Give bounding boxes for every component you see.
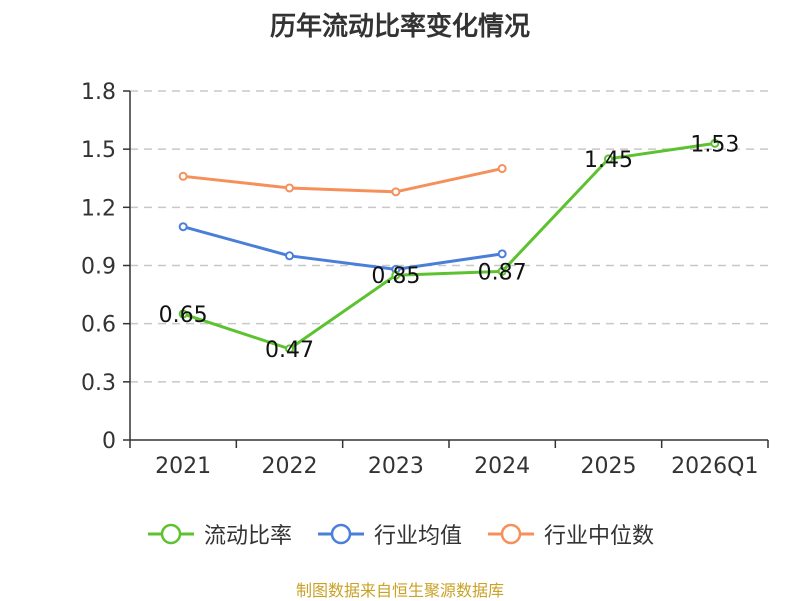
- series-line: [182, 141, 716, 351]
- data-point: [285, 344, 294, 354]
- data-point: [391, 270, 401, 280]
- x-tick-label: 2025: [581, 454, 637, 479]
- chart-title: 历年流动比率变化情况: [269, 12, 530, 42]
- data-point: [178, 309, 188, 319]
- x-tick-label: 2024: [474, 454, 530, 479]
- y-tick-label: 0.3: [81, 371, 116, 396]
- data-label: 0.65: [159, 303, 208, 328]
- y-tick-label: 1.2: [81, 196, 116, 221]
- data-point: [604, 154, 613, 164]
- grid-lines: [130, 90, 768, 383]
- axes: [123, 90, 769, 448]
- y-tick-label: 0.6: [81, 313, 116, 338]
- data-label: 0.87: [478, 260, 527, 285]
- data-point: [497, 164, 507, 174]
- data-point: [285, 183, 294, 193]
- x-tick-label: 2026Q1: [671, 454, 758, 479]
- data-label: 0.47: [265, 338, 314, 363]
- y-tick-label: 0.9: [81, 255, 116, 280]
- legend-label: 流动比率: [203, 524, 292, 549]
- data-point: [178, 222, 188, 232]
- x-tick-label: 2021: [155, 454, 211, 479]
- tick-labels: 0 0.3 0.6 0.9 1.2 1.5 1.8 2021 2022 2023 2024 2025 2…: [81, 80, 758, 479]
- series-lines: [182, 141, 716, 351]
- y-tick-label: 0: [102, 429, 116, 454]
- data-point: [391, 187, 401, 197]
- data-label: 0.85: [371, 264, 420, 289]
- legend: 流动比率 行业均值 行业中位数: [0, 518, 800, 550]
- legend-swatch-icon: [488, 523, 534, 545]
- series-line: [182, 225, 503, 271]
- series-line: [183, 167, 503, 194]
- y-tick-label: 1.8: [81, 80, 116, 105]
- data-point: [497, 266, 507, 276]
- data-labels: 0.65 0.47 0.85 0.87 1.45 1.53: [159, 132, 740, 363]
- y-tick-label: 1.5: [81, 138, 116, 163]
- source-note: 制图数据来自恒生聚源数据库: [295, 581, 504, 600]
- legend-swatch-icon: [317, 523, 364, 545]
- data-label: 1.45: [584, 148, 633, 173]
- legend-item[interactable]: 行业中位数: [486, 518, 654, 550]
- legend-item[interactable]: 流动比率: [146, 518, 292, 550]
- x-tick-label: 2022: [262, 454, 318, 479]
- data-point: [178, 171, 188, 181]
- legend-item[interactable]: 行业均值: [316, 518, 462, 550]
- series-points: [178, 138, 720, 354]
- data-label: 1.53: [690, 132, 739, 157]
- legend-label: 行业中位数: [544, 524, 655, 549]
- legend-label: 行业均值: [373, 524, 462, 549]
- legend-swatch-icon: [147, 523, 194, 545]
- x-tick-label: 2023: [368, 454, 424, 479]
- data-point: [285, 251, 294, 261]
- data-point: [497, 249, 507, 259]
- data-point: [710, 138, 720, 148]
